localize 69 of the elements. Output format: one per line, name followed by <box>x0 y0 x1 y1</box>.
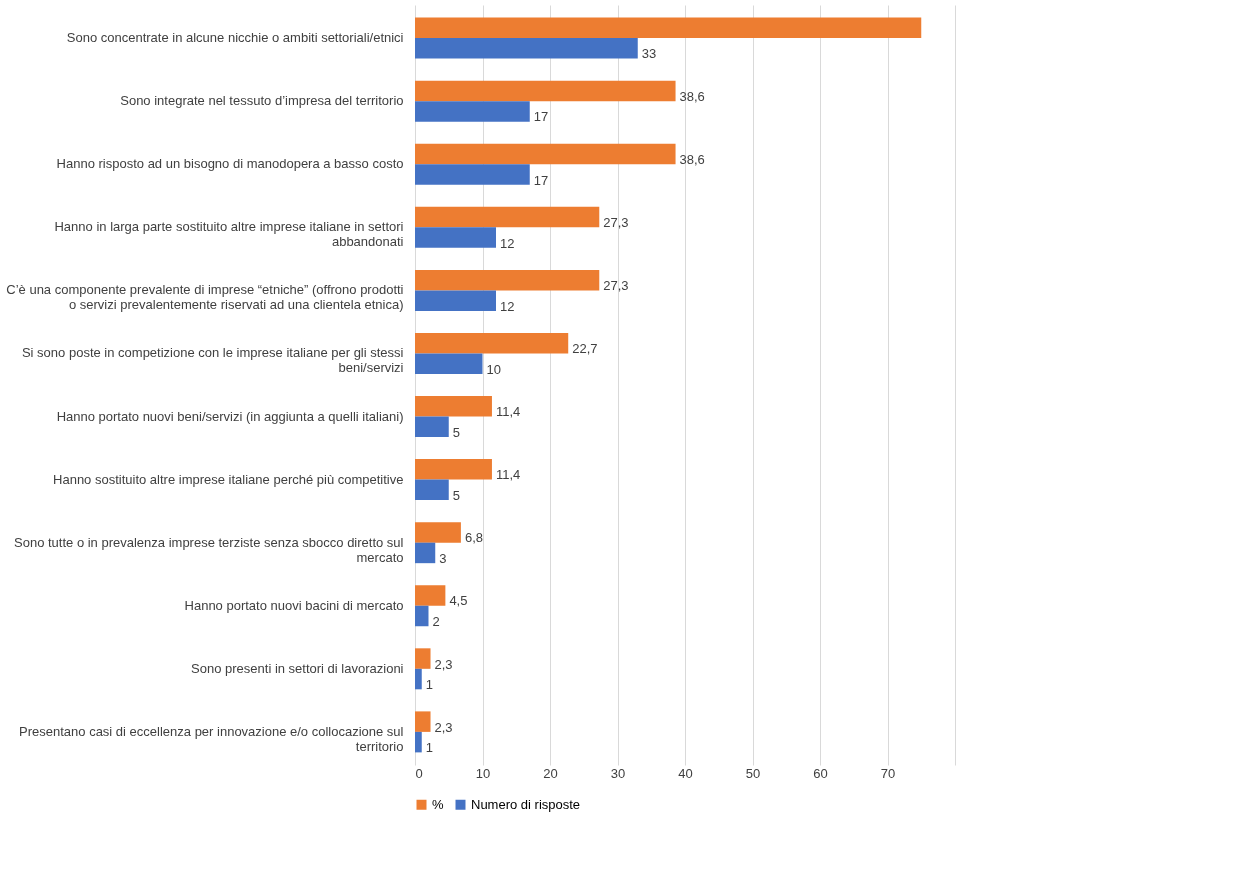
bar <box>415 332 569 354</box>
data-label: 12 <box>500 235 515 251</box>
bar <box>415 396 492 417</box>
x-tick-label: 20 <box>543 765 558 781</box>
y-tick-label: Hanno portato nuovi bacini di mercato <box>184 597 404 613</box>
bar <box>415 227 496 248</box>
y-tick-label: Presentano casi di eccellenza per innovazione e/o collocazione sul territorio <box>19 723 404 754</box>
data-label: 33 <box>641 46 657 62</box>
data-label: 4,5 <box>449 593 468 609</box>
bar <box>415 731 422 753</box>
data-label: 22,7 <box>572 341 598 357</box>
data-label: 6,8 <box>464 530 483 546</box>
bar <box>415 479 449 501</box>
data-label: 11,4 <box>495 404 521 420</box>
data-label: 38,6 <box>679 152 705 167</box>
bar <box>415 80 676 102</box>
y-tick-label: Sono tutte o in prevalenza imprese terziste senza sbocco diretto sul mercato <box>14 534 404 565</box>
data-label: 17 <box>533 172 549 188</box>
data-label: 1 <box>425 677 433 693</box>
bar <box>415 522 461 543</box>
bar <box>415 353 483 374</box>
bar <box>415 101 530 122</box>
y-tick-label: Hanno risposto ad un bisogno di manodopera a basso costo <box>56 156 404 172</box>
bar <box>415 605 429 627</box>
y-tick-label: Sono integrate nel tessuto d’impresa del territorio <box>120 93 404 109</box>
bar <box>415 416 449 438</box>
data-label: 2,3 <box>434 656 453 672</box>
data-label: 27,3 <box>603 215 629 231</box>
bar <box>415 269 600 291</box>
bar <box>415 711 431 732</box>
data-label: 2 <box>432 614 440 629</box>
y-tick-label: Si sono poste in competizione con le imprese italiane per gli stessi beni/servizi <box>21 345 404 376</box>
bar <box>415 648 431 669</box>
bar <box>415 17 922 39</box>
x-tick-label: 50 <box>745 765 761 781</box>
data-label: 5 <box>452 487 460 503</box>
y-tick-label: Sono presenti in settori di lavorazioni <box>191 660 404 676</box>
data-label: 1 <box>425 740 433 756</box>
legend-label: Numero di risposte <box>471 796 581 812</box>
bar <box>415 38 638 59</box>
y-tick-label: C’è una componente prevalente di imprese “etniche” (offrono prodotti o servizi prevalentemente riservati ad una clientela etnica) <box>6 282 404 313</box>
data-label: 5 <box>452 424 460 440</box>
bar <box>415 542 436 564</box>
bar <box>415 668 422 690</box>
data-label: 10 <box>486 361 501 377</box>
data-label: 3 <box>439 550 447 566</box>
data-label: 12 <box>500 298 515 314</box>
data-label: 2,3 <box>434 719 453 735</box>
x-tick-label: 30 <box>610 765 626 781</box>
y-tick-label: Hanno in larga parte sostituito altre imprese italiane in settori abbandonati <box>54 219 404 250</box>
bar <box>415 206 600 228</box>
data-label: 38,6 <box>679 88 705 104</box>
data-label: 17 <box>533 109 549 125</box>
bar <box>415 585 446 606</box>
data-label: 11,4 <box>495 467 521 483</box>
x-tick-label: 10 <box>475 765 491 781</box>
y-tick-label: Hanno sostituito altre imprese italiane perché più competitive <box>53 471 404 487</box>
x-tick-label: 0 <box>415 765 423 781</box>
bar <box>415 290 496 311</box>
bar <box>415 143 676 165</box>
y-tick-label: Hanno portato nuovi beni/servizi (in aggiunta a quelli italiani) <box>56 408 404 424</box>
x-tick-label: 60 <box>813 765 828 781</box>
y-tick-label: Sono concentrate in alcune nicchie o ambiti settoriali/etnici <box>66 30 404 46</box>
bar <box>415 459 492 480</box>
legend-label: % <box>432 796 444 812</box>
x-tick-label: 70 <box>880 765 896 781</box>
x-tick-label: 40 <box>678 765 693 781</box>
data-label: 27,3 <box>603 278 629 294</box>
bar <box>415 164 530 185</box>
